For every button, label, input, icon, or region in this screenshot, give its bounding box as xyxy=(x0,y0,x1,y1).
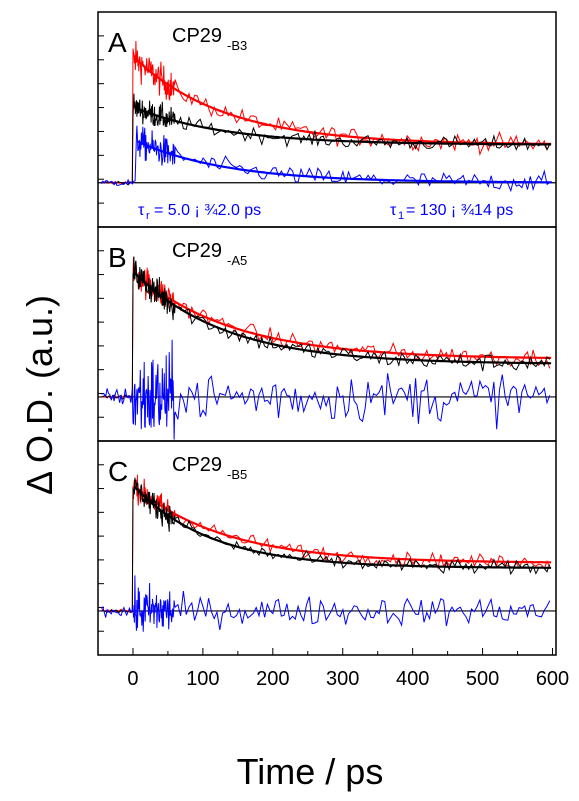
sample-label: CP29 xyxy=(172,454,222,476)
x-tick-label: 0 xyxy=(127,668,138,690)
series-data-blue xyxy=(101,575,551,632)
sample-subscript: -A5 xyxy=(227,253,247,268)
x-axis-title: Time / ps xyxy=(237,751,384,792)
fit-curve-black xyxy=(133,271,552,365)
sample-subscript: -B5 xyxy=(227,467,247,482)
fit-curve-red xyxy=(133,485,552,564)
tau-subscript: 1 xyxy=(398,210,404,222)
x-tick-label: 300 xyxy=(326,668,359,690)
sample-subscript: -B3 xyxy=(227,38,247,53)
series-data-red xyxy=(101,40,551,185)
fit-curve-red xyxy=(133,56,552,145)
tau-annotation: = 130 ¡ ¾14 ps xyxy=(406,202,513,219)
x-tick-label: 400 xyxy=(396,668,429,690)
fit-curve-red xyxy=(133,271,552,359)
fit-curve-blue xyxy=(137,140,552,184)
panel-letter: C xyxy=(108,456,128,487)
sample-label: CP29 xyxy=(172,25,222,47)
y-axis-title: Δ O.D. (a.u.) xyxy=(19,295,60,495)
series-data-red xyxy=(101,257,551,400)
fit-curve-black xyxy=(133,106,552,146)
series-data-red xyxy=(101,474,551,614)
panel-letter: B xyxy=(108,242,127,273)
series-data-black xyxy=(101,477,551,614)
x-tick-label: 500 xyxy=(466,668,499,690)
panel-letter: A xyxy=(108,27,127,58)
sample-label: CP29 xyxy=(172,240,222,262)
panel-frame-C xyxy=(97,440,557,656)
x-tick-label: 100 xyxy=(186,668,219,690)
x-tick-label: 200 xyxy=(256,668,289,690)
fit-curve-black xyxy=(133,485,552,569)
tau-symbol: τ xyxy=(138,202,145,219)
tau-annotation: = 5.0 ¡ ¾2.0 ps xyxy=(154,202,261,219)
x-tick-label: 600 xyxy=(536,668,569,690)
series-data-blue xyxy=(101,339,551,440)
tau-subscript: r xyxy=(146,210,150,222)
tau-symbol: τ xyxy=(390,202,397,219)
